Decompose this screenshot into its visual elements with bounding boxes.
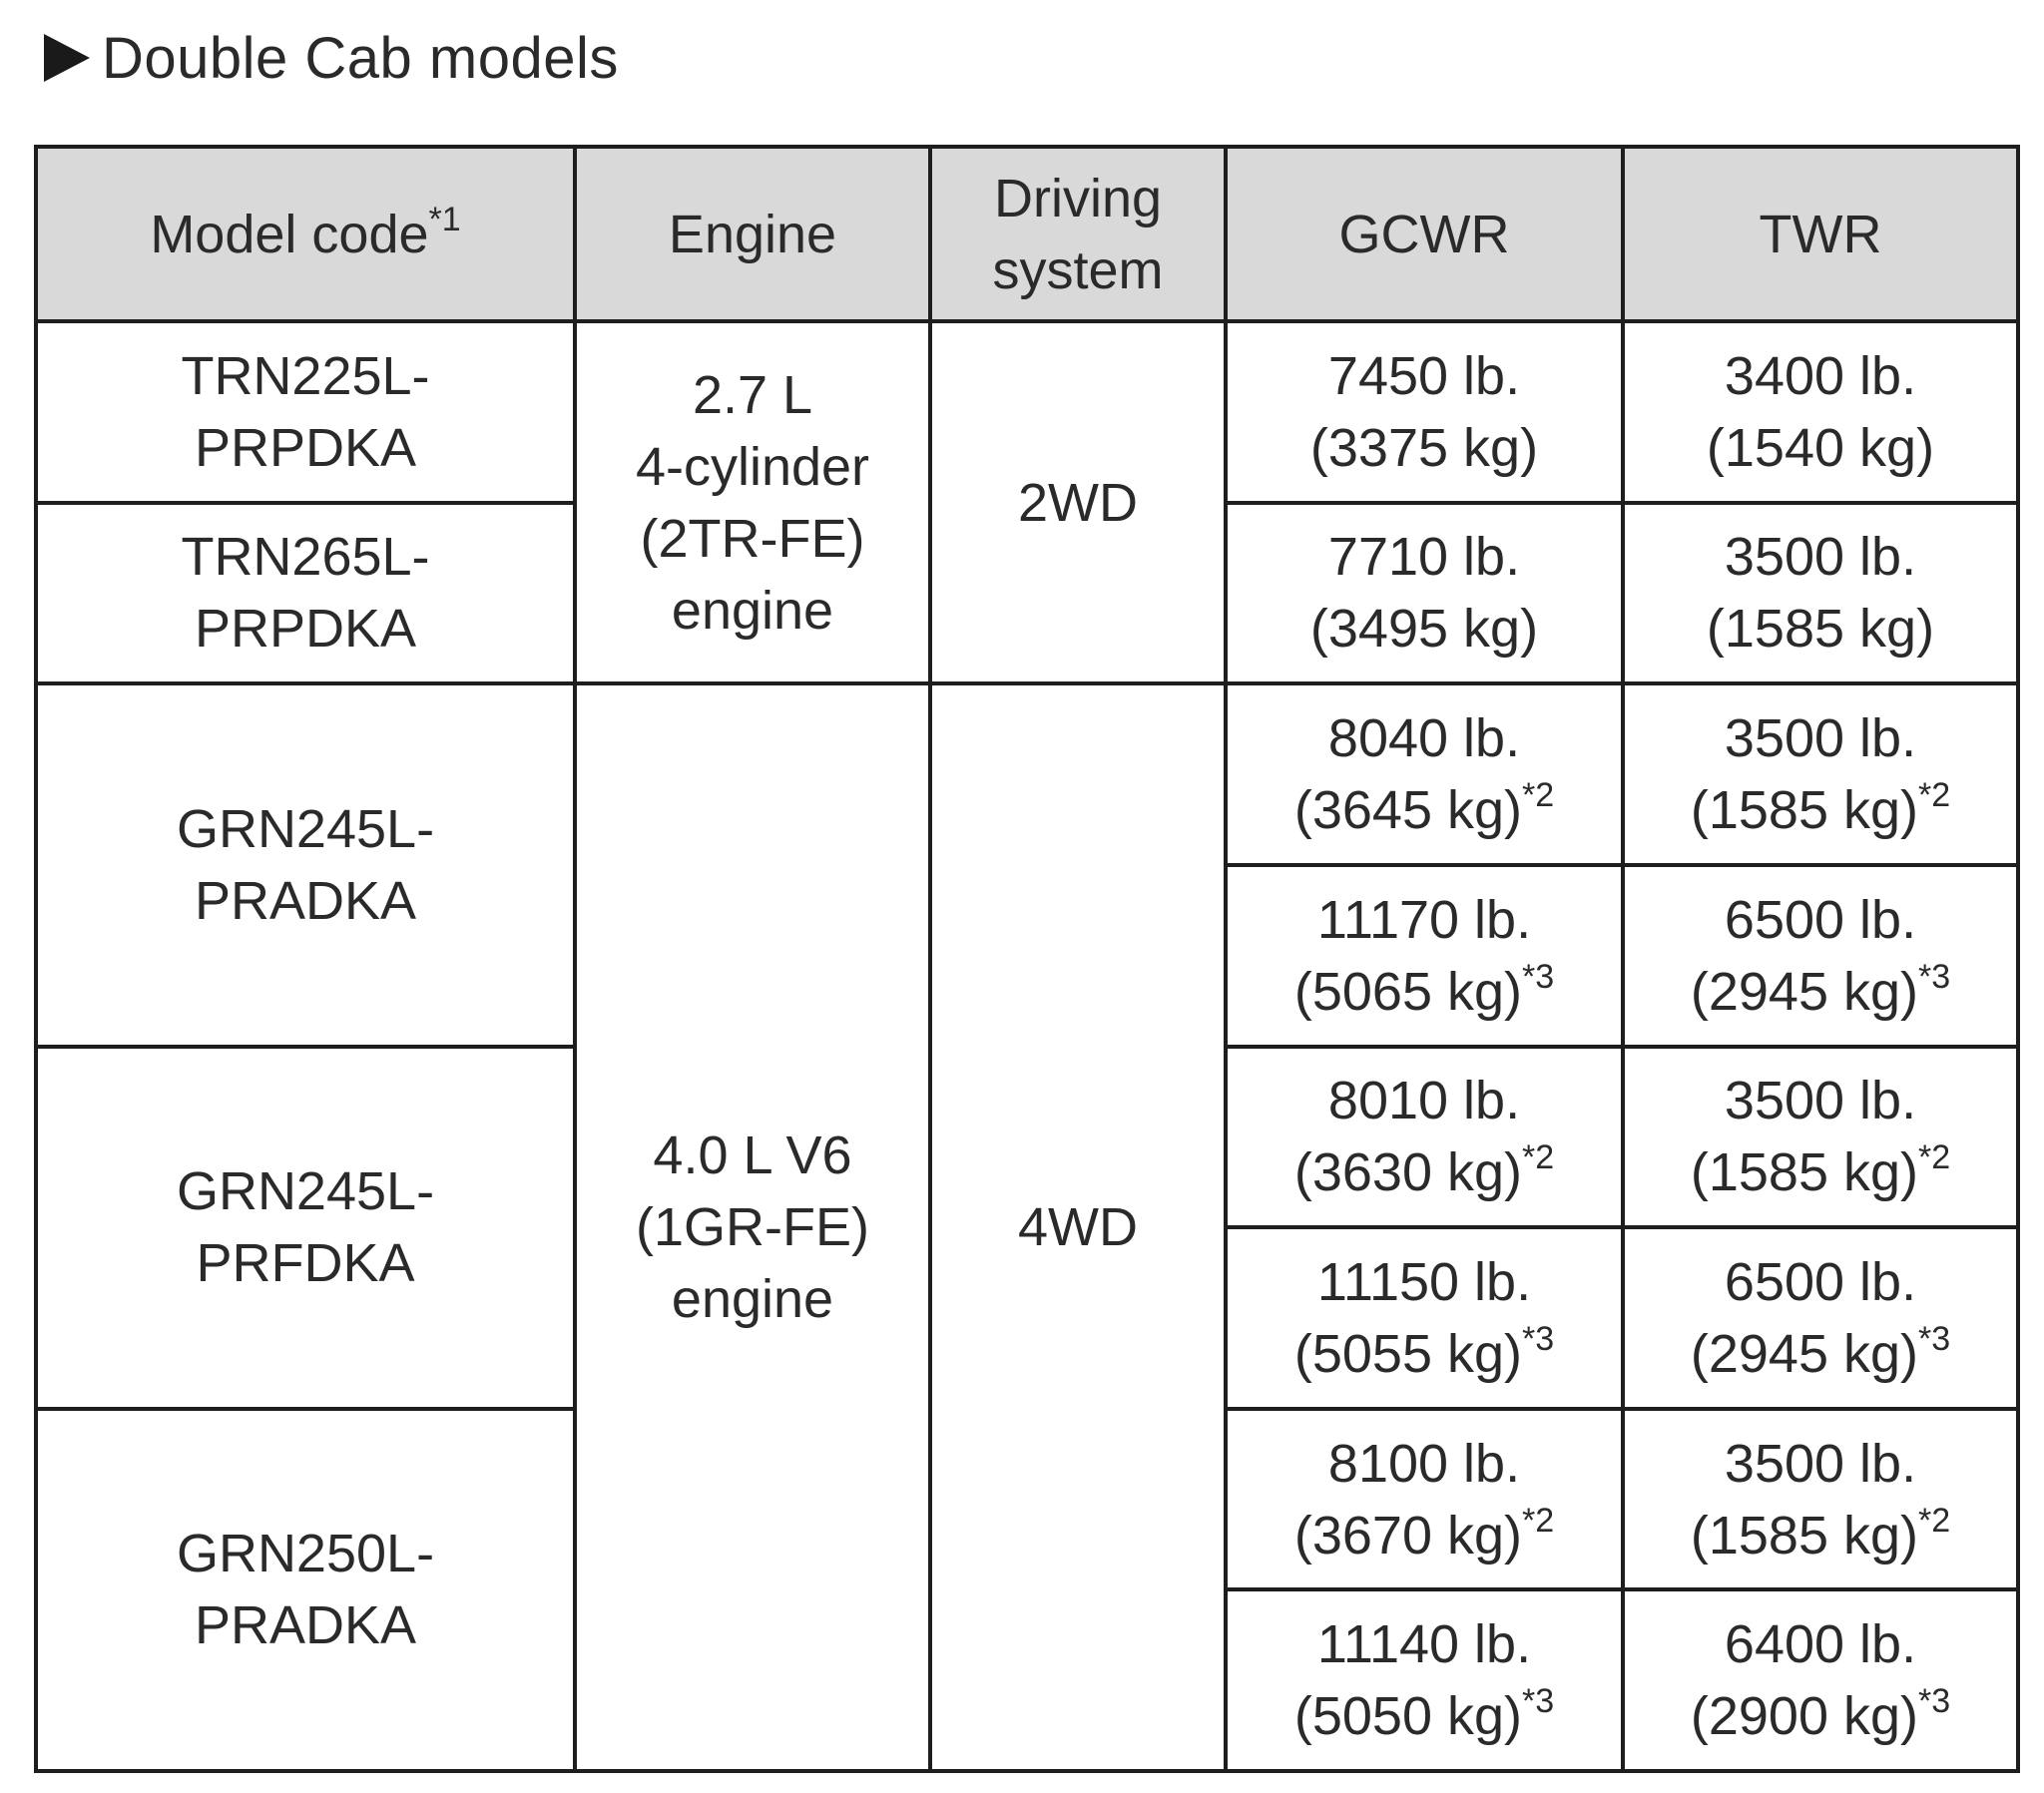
table-row: 11150 lb. (5055 kg)*3 6500 lb. (2945 kg)*3 [36, 1225, 2020, 1411]
engine-cell: 4.0 L V6 (1GR-FE) engine [573, 681, 932, 1773]
table-row: 11170 lb. (5065 kg)*3 6500 lb. (2945 kg)*3 [36, 862, 2020, 1049]
twr-cell: 6500 lb. (2945 kg)*3 [1621, 1225, 2020, 1411]
section-heading-text: Double Cab models [102, 25, 619, 91]
header-model-code: Model code*1 [34, 145, 577, 323]
gcwr-cell: 8040 lb. (3645 kg)*2 [1224, 681, 1625, 867]
table-row: 11140 lb. (5050 kg)*3 6400 lb. (2900 kg)*3 [36, 1587, 2020, 1773]
gcwr-cell: 8010 lb. (3630 kg)*2 [1224, 1044, 1625, 1230]
table-row: TRN225L- PRPDKA 2.7 L 4-cylinder (2TR-FE) en… [34, 318, 2020, 686]
table-row: GRN245L- PRADKA 4.0 L V6 (1GR-FE) engine 4W… [34, 681, 2020, 1773]
model-code-cell: GRN245L- PRADKA [34, 681, 577, 1049]
twr-cell: 6500 lb. (2945 kg)*3 [1621, 862, 2020, 1049]
gcwr-cell: 8100 lb. (3670 kg)*2 [1224, 1406, 1625, 1592]
driving-system-cell: 4WD [928, 681, 1228, 1773]
footnote-marker: *1 [428, 200, 461, 238]
twr-cell: 3400 lb. (1540 kg) [1621, 319, 2020, 505]
table-row: GRN250L- PRADKA 8100 lb. (3670 kg)*2 3500 … [34, 1406, 2020, 1774]
section-heading: Double Cab models [44, 18, 619, 98]
gcwr-cell: 11140 lb. (5050 kg)*3 [1224, 1587, 1625, 1773]
table-row: TRN265L- PRPDKA 7710 lb. (3495 kg) 3500 lb… [34, 500, 2020, 686]
model-code-cell: TRN265L- PRPDKA [34, 500, 577, 686]
twr-cell: 3500 lb. (1585 kg)*2 [1621, 681, 2020, 867]
header-engine: Engine [573, 145, 932, 323]
header-driving-system: Driving system [928, 145, 1228, 323]
twr-cell: 3500 lb. (1585 kg)*2 [1621, 1044, 2020, 1230]
gcwr-cell: 11170 lb. (5065 kg)*3 [1224, 862, 1625, 1049]
gcwr-cell: 7450 lb. (3375 kg) [1224, 319, 1625, 505]
twr-cell: 3500 lb. (1585 kg) [1621, 500, 2020, 686]
table-header-row: Model code*1 Engine Driving system GCWR T… [34, 145, 2020, 323]
model-code-cell: TRN225L- PRPDKA [34, 319, 577, 505]
driving-system-cell: 2WD [928, 318, 1228, 686]
table-row: GRN245L- PRFDKA 8010 lb. (3630 kg)*2 3500 … [34, 1044, 2020, 1411]
gcwr-cell: 11150 lb. (5055 kg)*3 [1224, 1225, 1625, 1411]
model-code-cell: GRN245L- PRFDKA [34, 1044, 577, 1411]
header-gcwr: GCWR [1224, 145, 1625, 323]
gcwr-cell: 7710 lb. (3495 kg) [1224, 500, 1625, 686]
model-code-cell: GRN250L- PRADKA [34, 1406, 577, 1774]
twr-cell: 6400 lb. (2900 kg)*3 [1621, 1587, 2020, 1773]
twr-cell: 3500 lb. (1585 kg)*2 [1621, 1406, 2020, 1592]
triangle-bullet-icon [44, 34, 90, 82]
engine-cell: 2.7 L 4-cylinder (2TR-FE) engine [573, 318, 932, 686]
towing-capacity-table: Model code*1 Engine Driving system GCWR T… [34, 145, 2020, 1774]
header-twr: TWR [1621, 145, 2020, 323]
